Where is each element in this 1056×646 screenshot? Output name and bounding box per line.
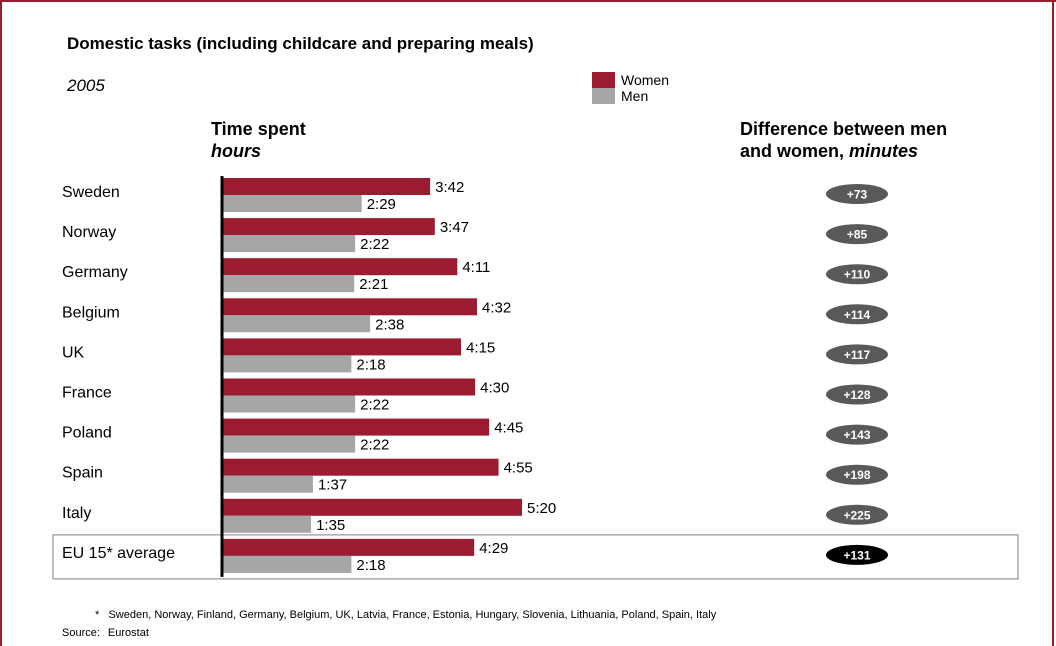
- difference-pill-poland: [826, 424, 888, 445]
- men-bar-belgium: [222, 315, 371, 333]
- legend-swatch-men: [592, 88, 615, 104]
- women-value-label-eu-15-average: 4:29: [479, 540, 508, 557]
- category-label-belgium: Belgium: [62, 304, 120, 321]
- average-highlight-box: [52, 534, 1019, 580]
- difference-header-line2: and women, minutes: [740, 140, 947, 162]
- women-bar-spain: [222, 458, 499, 476]
- men-bar-uk: [222, 355, 352, 373]
- men-bar-sweden: [222, 195, 362, 212]
- women-bar-france: [222, 378, 476, 396]
- frame-border-top: [0, 0, 1056, 2]
- difference-value-norway: +85: [847, 228, 868, 242]
- women-bar-poland: [222, 418, 490, 436]
- frame-border-right: [1052, 0, 1054, 646]
- difference-value-germany: +110: [844, 268, 871, 282]
- women-bar-norway: [222, 218, 435, 236]
- legend: Women Men: [592, 72, 669, 104]
- category-label-italy: Italy: [62, 505, 91, 522]
- difference-pill-italy: [826, 504, 888, 525]
- difference-pill-spain: [826, 464, 888, 485]
- difference-pill-eu-15-average: [826, 544, 888, 565]
- footnote-marker: *: [95, 609, 100, 621]
- difference-value-italy: +225: [843, 508, 870, 522]
- men-value-label-france: 2:22: [360, 397, 389, 414]
- footnote-text: Sweden, Norway, Finland, Germany, Belgiu…: [108, 609, 717, 621]
- difference-header-unit: minutes: [849, 141, 919, 161]
- men-value-label-spain: 1:37: [318, 477, 347, 494]
- frame-border-left: [0, 0, 2, 646]
- women-value-label-germany: 4:11: [462, 259, 490, 276]
- difference-header-line1: Difference between men: [740, 119, 948, 139]
- time-spent-header-line1: Time spent: [211, 119, 306, 139]
- difference-value-uk: +117: [844, 348, 871, 362]
- men-value-label-sweden: 2:29: [367, 196, 396, 213]
- difference-header-prefix: and women,: [740, 141, 850, 161]
- difference-header: Difference between men and women, minute…: [740, 118, 947, 162]
- men-bar-spain: [222, 475, 313, 493]
- women-bar-eu-15-average: [222, 538, 475, 556]
- women-bar-uk: [222, 338, 462, 356]
- category-label-france: France: [62, 385, 112, 402]
- source-label: Source:: [62, 627, 100, 639]
- difference-pill-norway: [826, 224, 888, 245]
- women-value-label-poland: 4:45: [494, 420, 523, 437]
- women-value-label-belgium: 4:32: [482, 299, 511, 316]
- men-value-label-eu-15-average: 2:18: [356, 557, 385, 574]
- chart-title: Domestic tasks (including childcare and …: [67, 34, 534, 53]
- category-label-poland: Poland: [62, 425, 112, 442]
- category-label-norway: Norway: [62, 224, 116, 241]
- category-label-germany: Germany: [62, 264, 128, 281]
- difference-value-france: +128: [843, 388, 870, 402]
- men-bar-france: [222, 395, 356, 413]
- men-value-label-uk: 2:18: [356, 356, 385, 373]
- legend-item-women: Women: [592, 72, 669, 88]
- difference-value-poland: +143: [843, 428, 870, 442]
- difference-pill-sweden: [826, 184, 888, 204]
- category-label-spain: Spain: [62, 465, 103, 482]
- time-spent-header-unit: hours: [211, 141, 262, 161]
- men-value-label-belgium: 2:38: [375, 316, 404, 333]
- difference-pill-germany: [826, 264, 888, 285]
- legend-label-men: Men: [621, 88, 649, 104]
- difference-value-spain: +198: [843, 468, 870, 482]
- time-spent-header: Time spent hours: [211, 118, 306, 162]
- difference-value-belgium: +114: [844, 308, 871, 322]
- women-bar-germany: [222, 258, 458, 276]
- source-value: Eurostat: [107, 627, 149, 639]
- men-value-label-poland: 2:22: [360, 437, 389, 454]
- source-note: Source: Eurostat: [62, 627, 149, 639]
- legend-label-women: Women: [621, 72, 669, 88]
- difference-value-eu-15-average: +131: [843, 548, 870, 562]
- footnote: * Sweden, Norway, Finland, Germany, Belg…: [95, 609, 716, 621]
- women-bar-italy: [222, 498, 522, 516]
- women-bar-sweden: [222, 178, 431, 195]
- women-value-label-norway: 3:47: [440, 219, 469, 236]
- women-value-label-sweden: 3:42: [435, 179, 464, 196]
- men-value-label-norway: 2:22: [360, 236, 389, 253]
- difference-pill-france: [826, 384, 888, 405]
- men-bar-norway: [222, 235, 356, 253]
- category-label-uk: UK: [62, 344, 85, 361]
- women-value-label-france: 4:30: [480, 380, 509, 397]
- men-bar-germany: [222, 275, 355, 293]
- legend-swatch-women: [592, 72, 615, 88]
- women-value-label-spain: 4:55: [504, 460, 533, 477]
- men-bar-italy: [222, 515, 312, 533]
- difference-pill-belgium: [826, 304, 888, 325]
- category-label-eu-15-average: EU 15* average: [62, 545, 175, 562]
- category-label-sweden: Sweden: [62, 184, 120, 201]
- legend-item-men: Men: [592, 88, 669, 104]
- women-value-label-italy: 5:20: [527, 500, 556, 517]
- difference-pill-uk: [826, 344, 888, 365]
- women-value-label-uk: 4:15: [466, 339, 495, 356]
- women-bar-belgium: [222, 298, 477, 316]
- men-value-label-germany: 2:21: [359, 276, 388, 293]
- difference-value-sweden: +73: [847, 188, 868, 202]
- men-bar-eu-15-average: [222, 555, 352, 573]
- men-value-label-italy: 1:35: [316, 517, 345, 534]
- chart-subtitle: 2005: [67, 76, 105, 95]
- men-bar-poland: [222, 435, 356, 453]
